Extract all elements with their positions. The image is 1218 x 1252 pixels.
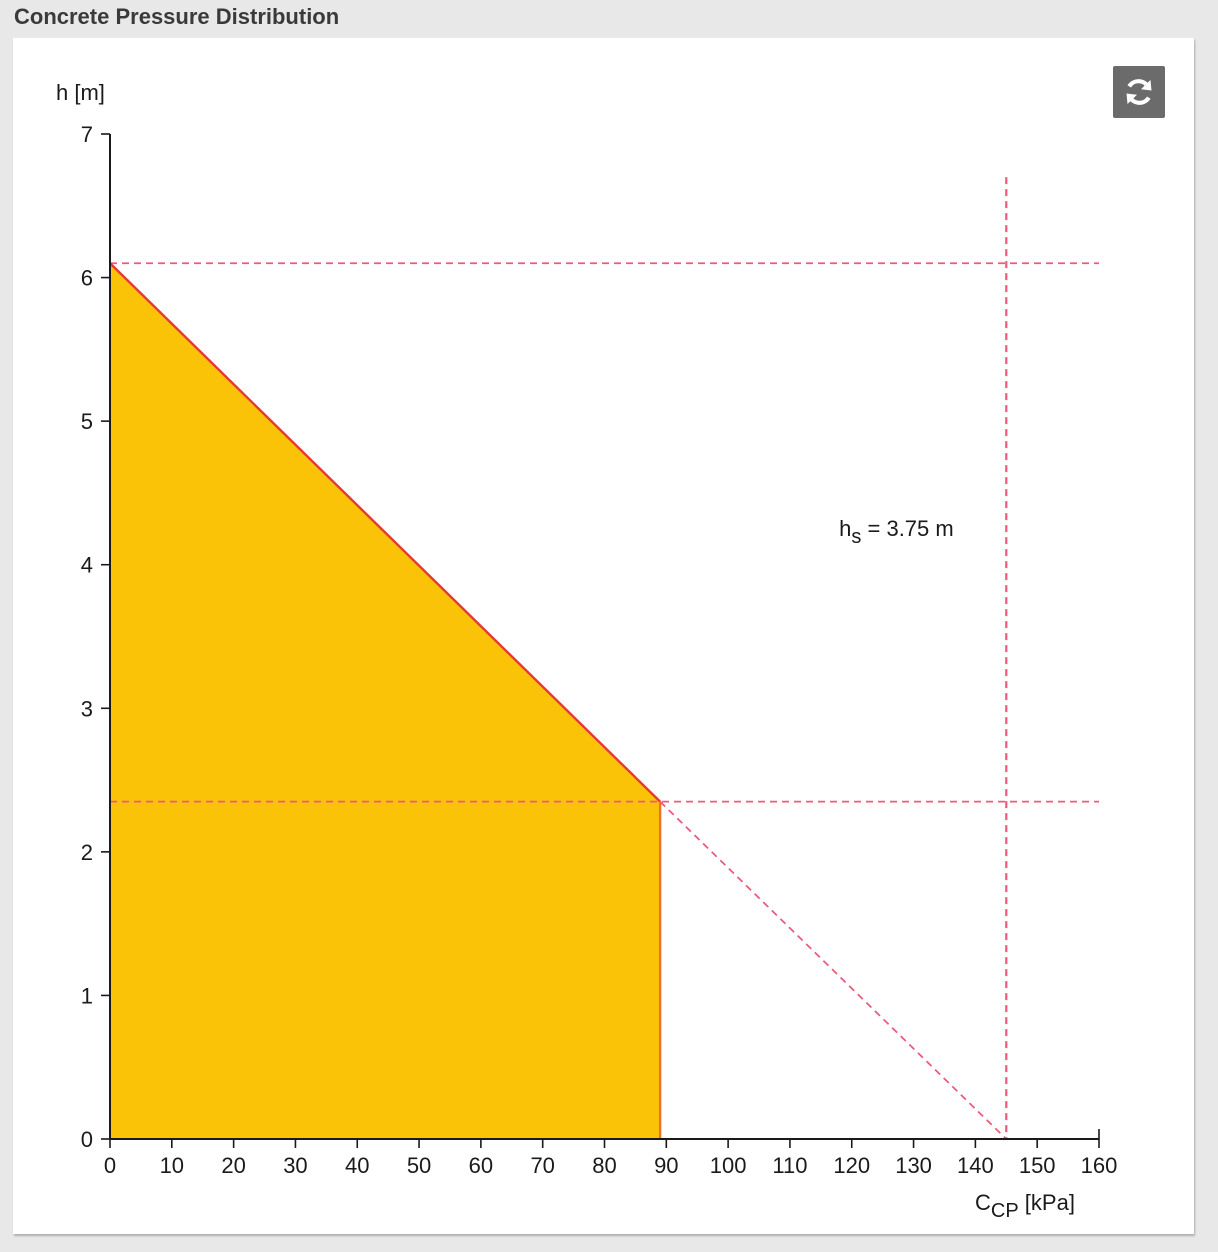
x-tick-label: 70	[530, 1153, 554, 1178]
x-tick-label: 110	[772, 1153, 807, 1178]
x-tick-label: 90	[654, 1153, 678, 1178]
y-axis-label: h [m]	[56, 80, 105, 105]
y-tick-label: 5	[81, 409, 93, 434]
x-tick-label: 20	[221, 1153, 245, 1178]
x-tick-label: 100	[710, 1153, 747, 1178]
y-tick-label: 6	[81, 266, 93, 291]
x-tick-label: 150	[1019, 1153, 1056, 1178]
chart-card: 0 1 2 3 4 5 6 7 0 10 20 30 40 50 60 70 80 90 100 110 120 130 1…	[13, 38, 1194, 1234]
x-axis-label: CCP [kPa]	[975, 1190, 1075, 1222]
x-tick-label: 120	[833, 1153, 870, 1178]
x-tick-label: 80	[592, 1153, 616, 1178]
pressure-area	[110, 263, 661, 1139]
y-tick-label: 0	[81, 1127, 93, 1152]
refresh-icon	[1126, 79, 1152, 105]
x-tick-label: 30	[283, 1153, 307, 1178]
x-tick-label: 140	[957, 1153, 994, 1178]
y-tick-label: 1	[81, 983, 93, 1008]
x-tick-label: 130	[895, 1153, 932, 1178]
x-tick-label: 50	[407, 1153, 431, 1178]
x-tick-label: 40	[345, 1153, 369, 1178]
pressure-line	[109, 262, 661, 803]
x-tick-label: 0	[104, 1153, 116, 1178]
y-tick-label: 4	[81, 553, 93, 578]
hs-annotation: hs = 3.75 m	[839, 516, 954, 548]
refresh-button[interactable]	[1113, 66, 1165, 118]
y-tick-label: 3	[81, 696, 93, 721]
x-tick-label: 60	[469, 1153, 493, 1178]
panel-title: Concrete Pressure Distribution	[14, 4, 340, 29]
hydrostatic-extension-line	[659, 800, 1007, 1140]
x-tick-label: 10	[160, 1153, 184, 1178]
x-tick-label: 160	[1081, 1153, 1118, 1178]
y-tick-label: 2	[81, 840, 93, 865]
y-tick-label: 7	[81, 122, 93, 147]
